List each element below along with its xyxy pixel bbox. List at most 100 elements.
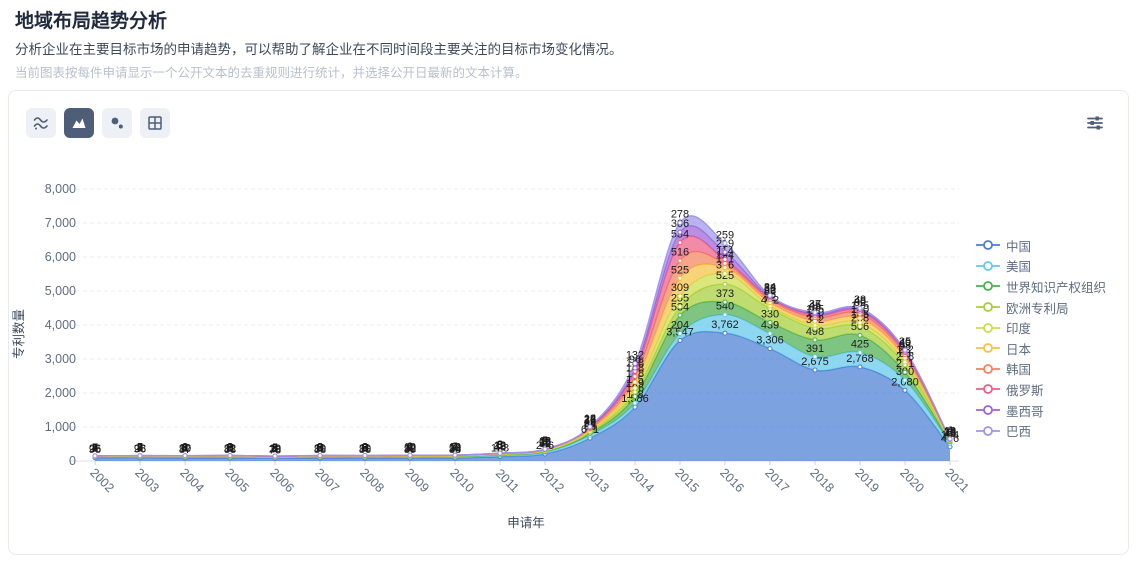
x-tick-label: 2002 — [87, 466, 117, 496]
data-label: 9 — [362, 442, 368, 454]
data-label: 9 — [317, 442, 323, 454]
y-tick-label: 5,000 — [45, 284, 76, 298]
data-point — [812, 367, 818, 373]
legend-item-4[interactable]: 印度 — [976, 317, 1106, 338]
data-label: 309 — [671, 282, 689, 294]
legend-marker-icon — [976, 322, 1000, 333]
data-label: 5 — [542, 435, 548, 447]
data-point — [767, 293, 773, 299]
x-tick-label: 2014 — [627, 466, 657, 496]
legend-item-2[interactable]: 世界知识产权组织 — [976, 276, 1106, 297]
data-label: 3,762 — [711, 319, 739, 331]
data-label: 35 — [899, 336, 911, 348]
legend-label: 日本 — [1006, 342, 1032, 357]
data-point — [677, 258, 683, 264]
data-label: 525 — [716, 270, 734, 282]
data-label: 89 — [404, 444, 416, 456]
data-point — [632, 404, 638, 410]
legend-marker-icon — [976, 384, 1000, 395]
data-label: 4 — [407, 441, 413, 453]
data-label: 1 — [137, 442, 143, 454]
data-point — [812, 310, 818, 316]
legend-item-5[interactable]: 日本 — [976, 338, 1106, 359]
data-label: 26 — [89, 443, 101, 455]
data-label: 2 — [407, 441, 413, 453]
data-point — [722, 312, 728, 318]
scatter-chart-button[interactable] — [102, 108, 132, 138]
data-point — [677, 240, 683, 246]
data-label: 2 — [452, 441, 458, 453]
stream-chart-button[interactable] — [26, 108, 56, 138]
data-label: 498 — [806, 326, 824, 338]
stream-chart-icon — [33, 117, 48, 130]
x-tick-label: 2015 — [672, 466, 702, 496]
data-label: 2 — [137, 442, 143, 454]
area-chart-button[interactable] — [64, 108, 94, 138]
y-tick-label: 0 — [69, 454, 76, 468]
grid-view-icon — [148, 116, 162, 130]
data-point — [677, 304, 683, 310]
x-tick-label: 2011 — [493, 466, 522, 495]
data-point — [857, 349, 863, 355]
data-label: 9 — [362, 442, 368, 454]
data-label: 18 — [944, 426, 956, 438]
data-point — [857, 320, 863, 326]
data-label: 3 — [227, 442, 233, 454]
legend-item-9[interactable]: 巴西 — [976, 420, 1106, 441]
data-label: 4 — [947, 425, 953, 437]
legend-item-6[interactable]: 韩国 — [976, 359, 1106, 380]
data-label: 78 — [269, 444, 281, 456]
data-point — [362, 453, 368, 459]
x-tick-label: 2012 — [537, 466, 567, 496]
data-label: 12 — [404, 442, 416, 454]
legend-item-8[interactable]: 墨西哥 — [976, 400, 1106, 421]
page-subtitle: 分析企业在主要目标市场的申请趋势，可以帮助了解企业在不同时间段主要关注的目标市场… — [15, 42, 623, 57]
data-point — [632, 373, 638, 379]
data-point — [452, 452, 458, 458]
data-label: 1 — [137, 442, 143, 454]
data-point — [767, 346, 773, 352]
chart-type-toolbar — [26, 108, 170, 138]
data-point — [812, 337, 818, 343]
x-tick-label: 2020 — [897, 466, 927, 496]
data-label: 2 — [272, 442, 278, 454]
page-note: 当前图表按每件申请显示一个公开文本的去重规则进行统计，并选择公开日最新的文本计算… — [15, 66, 528, 80]
data-label: 7 — [92, 442, 98, 454]
data-label: 68 — [809, 301, 821, 313]
data-label: 8 — [137, 442, 143, 454]
data-label: 3 — [497, 439, 503, 451]
area-chart-icon — [72, 118, 86, 128]
data-label: 16 — [539, 437, 551, 449]
data-label: 5 — [182, 442, 188, 454]
grid-view-button[interactable] — [140, 108, 170, 138]
data-label: 87 — [179, 444, 191, 456]
legend-marker-icon — [976, 302, 1000, 312]
data-label: 32 — [404, 443, 416, 455]
data-label: 1 — [92, 442, 98, 454]
data-label: 22 — [539, 437, 551, 449]
data-label: 2 — [452, 441, 458, 453]
x-tick-label: 2004 — [177, 466, 207, 496]
legend-label: 墨西哥 — [1006, 404, 1044, 419]
series-area-0[interactable] — [95, 331, 950, 461]
data-label: 96 — [629, 354, 641, 366]
data-label: 4 — [407, 442, 413, 454]
legend-item-1[interactable]: 美国 — [976, 256, 1106, 277]
data-label: 10 — [449, 442, 461, 454]
data-label: 12 — [584, 413, 596, 425]
data-label: 2,675 — [801, 356, 829, 368]
data-point — [812, 354, 818, 360]
data-label: 12 — [539, 436, 551, 448]
y-tick-label: 6,000 — [45, 250, 76, 264]
data-point — [317, 452, 323, 458]
data-label: 2 — [317, 442, 323, 454]
legend-label: 印度 — [1006, 322, 1032, 337]
legend-item-3[interactable]: 欧洲专利局 — [976, 297, 1106, 318]
data-label: 128 — [491, 443, 509, 455]
data-label: 2 — [362, 442, 368, 454]
legend-item-7[interactable]: 俄罗斯 — [976, 379, 1106, 400]
data-label: 9 — [182, 442, 188, 454]
chart-settings-button[interactable] — [1080, 108, 1110, 138]
legend-item-0[interactable]: 中国 — [976, 235, 1106, 256]
data-label: 10 — [449, 442, 461, 454]
